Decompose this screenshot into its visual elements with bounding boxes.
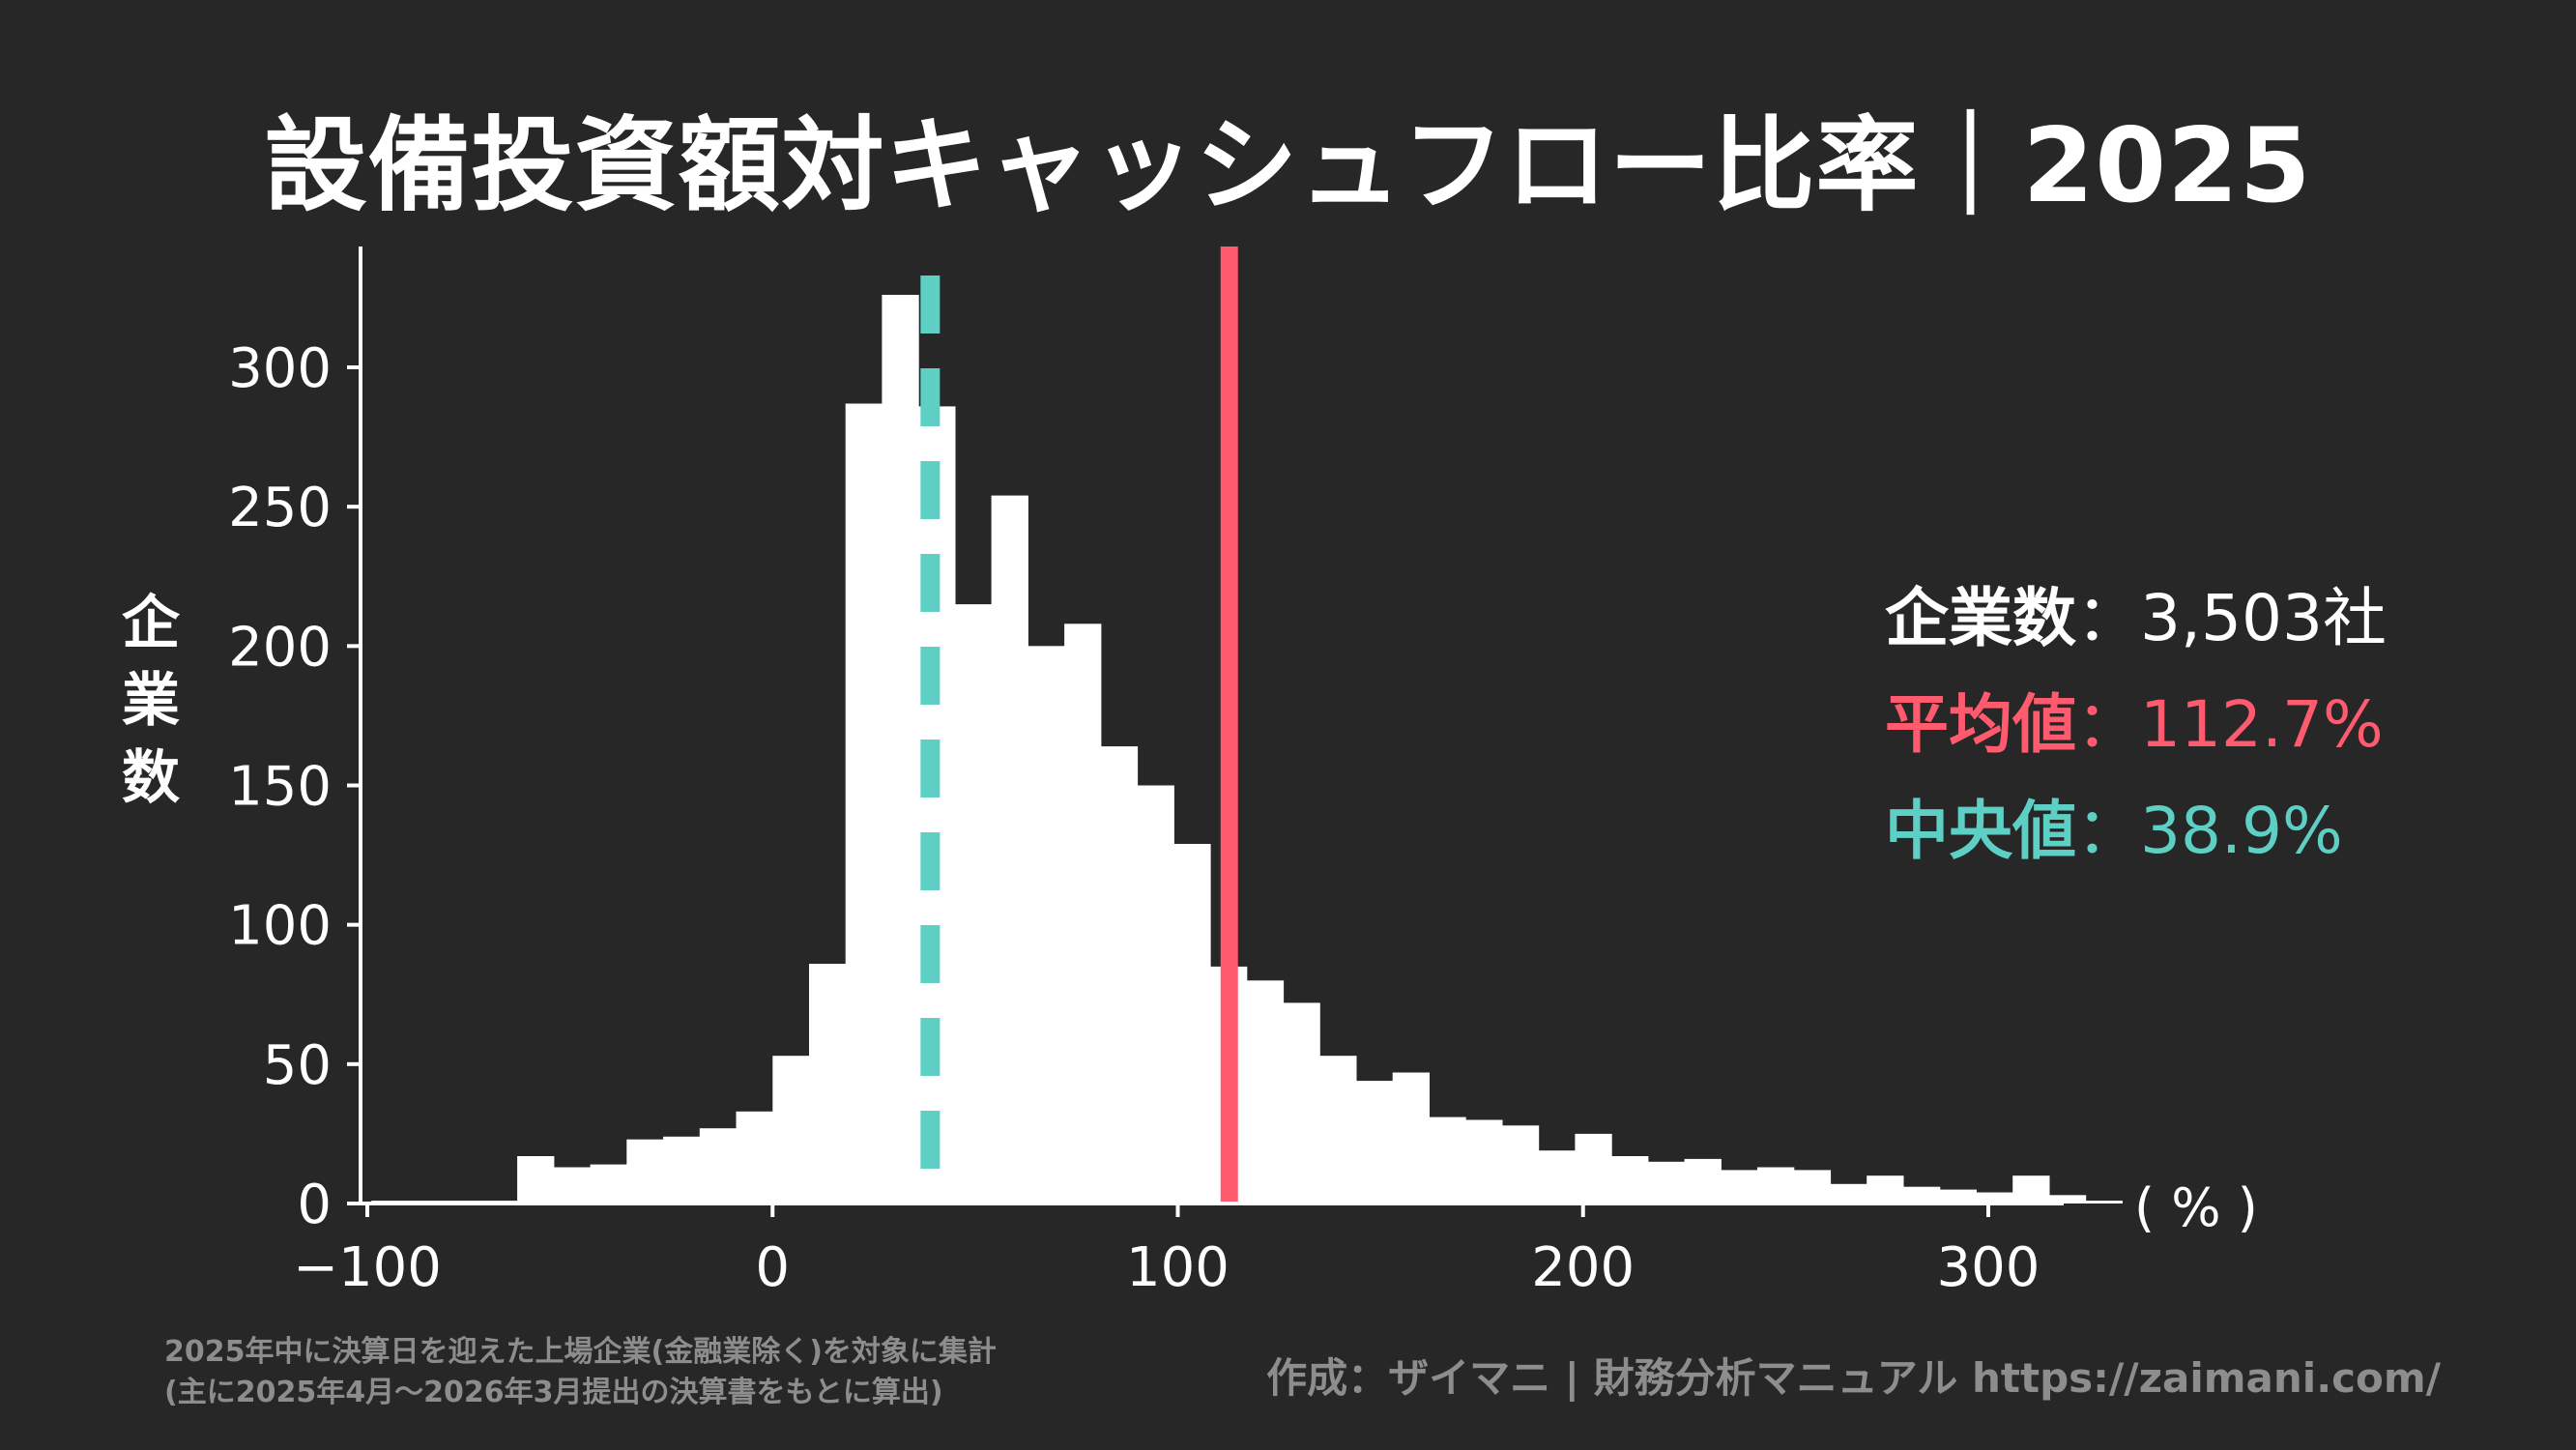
y-tick-label: 50 xyxy=(263,1034,332,1097)
histogram-bar xyxy=(1684,1158,1722,1204)
histogram-bar xyxy=(1173,844,1211,1204)
histogram-bar xyxy=(1611,1156,1649,1204)
footnote: 2025年中に決算日を迎えた上場企業(金融業除く)を対象に集計 (主に2025年… xyxy=(164,1332,997,1413)
mean-value: ：112.7% xyxy=(2076,687,2384,762)
x-axis-label: ( % ) xyxy=(2134,1177,2258,1238)
histogram-bar xyxy=(699,1128,738,1204)
x-tick-label: 300 xyxy=(1937,1236,2041,1299)
histogram-bar xyxy=(736,1111,773,1204)
x-tick-label: 100 xyxy=(1126,1236,1230,1299)
histogram-bar xyxy=(1501,1125,1540,1204)
histogram-bar xyxy=(1647,1161,1686,1204)
count-value: ：3,503社 xyxy=(2076,581,2387,655)
credit-text: 作成：ザイマニ | 財務分析マニュアル https://zaimani.com/ xyxy=(1266,1354,2441,1402)
x-tick-label: −100 xyxy=(293,1236,442,1299)
histogram-bar xyxy=(1246,980,1285,1204)
y-axis-label: 企業数 xyxy=(122,590,181,812)
y-axis-label-char: 業 xyxy=(122,667,180,735)
histogram-bar xyxy=(954,604,993,1204)
histogram-bar xyxy=(590,1164,627,1204)
histogram-bar xyxy=(1392,1072,1430,1204)
stat-count: 企業数：3,503社 xyxy=(1885,566,2387,672)
histogram-bar xyxy=(918,406,956,1204)
stat-mean: 平均値：112.7% xyxy=(1885,672,2387,778)
histogram-bar xyxy=(1575,1133,1612,1204)
y-axis-label-char: 数 xyxy=(122,744,180,812)
histogram-bar xyxy=(809,964,847,1204)
histogram-bar xyxy=(553,1167,592,1204)
histogram-bar xyxy=(1319,1056,1357,1204)
histogram-bar xyxy=(517,1156,555,1204)
histogram-bar xyxy=(1137,785,1174,1204)
x-tick-label: 200 xyxy=(1531,1236,1635,1299)
x-tick-label: 0 xyxy=(755,1236,790,1299)
y-tick-label: 0 xyxy=(297,1174,332,1236)
histogram-bar xyxy=(663,1136,701,1204)
histogram-bar xyxy=(1757,1167,1795,1204)
histogram-bar xyxy=(845,403,883,1204)
histogram-bar xyxy=(1830,1183,1867,1204)
histogram-bar xyxy=(1903,1186,1941,1204)
y-tick-label: 250 xyxy=(228,477,332,539)
histogram-bar xyxy=(2048,1195,2087,1204)
stat-median: 中央値：38.9% xyxy=(1885,778,2387,884)
histogram-bar xyxy=(1356,1081,1394,1204)
histogram-bar xyxy=(1721,1170,1758,1204)
histogram-bar xyxy=(1793,1170,1832,1204)
histogram-bar xyxy=(882,295,919,1204)
histogram-bar xyxy=(626,1139,664,1204)
histogram-bar xyxy=(1283,1002,1320,1204)
histogram-bar xyxy=(1976,1192,2013,1204)
chart-title: 設備投資額対キャッシュフロー比率｜2025 xyxy=(264,106,2312,225)
y-tick-label: 200 xyxy=(228,616,332,679)
histogram-bar xyxy=(1100,746,1139,1204)
histogram-bar xyxy=(2085,1201,2123,1204)
histogram-bar xyxy=(772,1056,810,1204)
stats-panel: 企業数：3,503社 平均値：112.7% 中央値：38.9% xyxy=(1885,566,2387,884)
median-value: ：38.9% xyxy=(2076,794,2343,868)
histogram-bar xyxy=(1538,1150,1576,1204)
footnote-line-2: (主に2025年4月〜2026年3月提出の決算書をもとに算出) xyxy=(164,1376,943,1409)
mean-label: 平均値 xyxy=(1885,687,2076,762)
axes xyxy=(347,246,2064,1217)
median-label: 中央値 xyxy=(1885,794,2076,868)
reference-lines xyxy=(920,246,1238,1204)
y-tick-label: 100 xyxy=(228,895,332,958)
y-tick-label: 150 xyxy=(228,756,332,819)
y-tick-labels: 0 50 100 150 200 250 300 xyxy=(228,337,332,1236)
count-label: 企業数 xyxy=(1885,581,2076,655)
footnote-line-1: 2025年中に決算日を迎えた上場企業(金融業除く)を対象に集計 xyxy=(164,1335,997,1369)
histogram-bar xyxy=(2012,1175,2050,1204)
y-axis-label-char: 企 xyxy=(122,590,181,657)
x-tick-labels: −100 0 100 200 300 xyxy=(293,1236,2040,1299)
histogram-bar xyxy=(991,495,1028,1204)
histogram-bars xyxy=(371,295,2123,1204)
histogram-bar xyxy=(1064,624,1102,1204)
histogram-bar xyxy=(1867,1175,1904,1204)
y-tick-label: 300 xyxy=(228,337,332,400)
histogram-bar xyxy=(1429,1116,1466,1204)
histogram-bar xyxy=(1939,1189,1977,1204)
histogram-bar xyxy=(1465,1119,1503,1204)
histogram-bar xyxy=(1028,646,1065,1204)
